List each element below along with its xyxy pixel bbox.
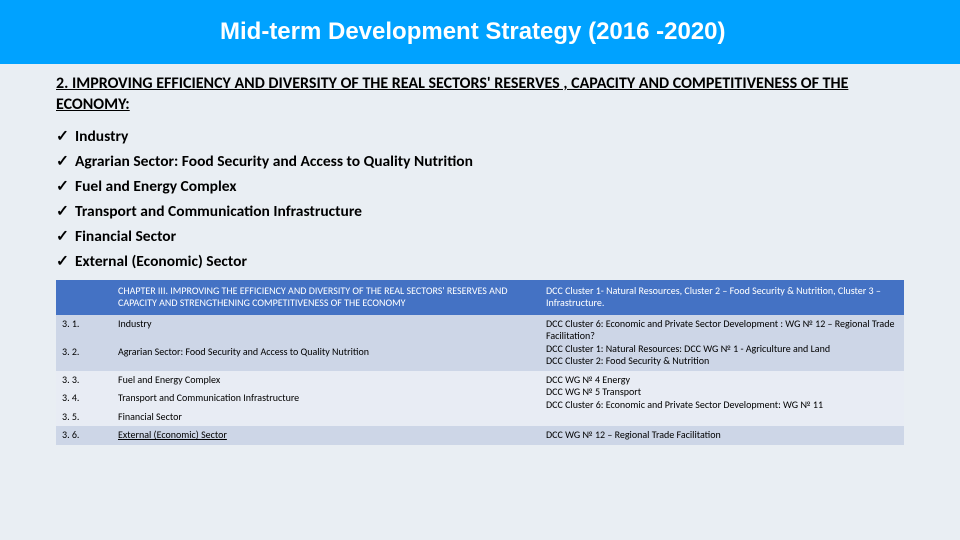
- table-header-cell: [56, 280, 112, 315]
- row-left: Transport and Communication Infrastructu…: [112, 389, 540, 408]
- table-row: 3. 3. Fuel and Energy Complex DCC WG № 4…: [56, 371, 904, 390]
- row-left: External (Economic) Sector: [112, 426, 540, 445]
- table-header-row: CHAPTER III. IMPROVING THE EFFICIENCY AN…: [56, 280, 904, 315]
- table-header-cell: DCC Cluster 1- Natural Resources, Cluste…: [540, 280, 904, 315]
- mapping-table: CHAPTER III. IMPROVING THE EFFICIENCY AN…: [56, 280, 904, 445]
- table-row: 3. 1. Industry DCC Cluster 6: Economic a…: [56, 315, 904, 343]
- row-number: 3. 1.: [56, 315, 112, 343]
- row-right: DCC WG № 4 Energy DCC WG № 5 Transport D…: [540, 371, 904, 427]
- checklist-item: External (Economic) Sector: [56, 249, 904, 274]
- checklist-item: Financial Sector: [56, 224, 904, 249]
- banner: Mid-term Development Strategy (2016 -202…: [0, 0, 960, 64]
- checklist-item: Agrarian Sector: Food Security and Acces…: [56, 149, 904, 174]
- row-right: DCC Cluster 6: Economic and Private Sect…: [540, 315, 904, 371]
- content-area: 2. IMPROVING EFFICIENCY AND DIVERSITY OF…: [0, 64, 960, 445]
- checklist-item: Transport and Communication Infrastructu…: [56, 199, 904, 224]
- section-heading: 2. IMPROVING EFFICIENCY AND DIVERSITY OF…: [56, 74, 904, 116]
- checklist-item: Fuel and Energy Complex: [56, 174, 904, 199]
- row-number: 3. 5.: [56, 408, 112, 427]
- row-number: 3. 6.: [56, 426, 112, 445]
- row-right: DCC WG № 12 – Regional Trade Facilitatio…: [540, 426, 904, 445]
- table-header-cell: CHAPTER III. IMPROVING THE EFFICIENCY AN…: [112, 280, 540, 315]
- page-title: Mid-term Development Strategy (2016 -202…: [220, 18, 726, 46]
- table-row: 3. 6. External (Economic) Sector DCC WG …: [56, 426, 904, 445]
- row-left: Agrarian Sector: Food Security and Acces…: [112, 343, 540, 371]
- checklist-item: Industry: [56, 124, 904, 149]
- checklist: Industry Agrarian Sector: Food Security …: [56, 124, 904, 274]
- row-number: 3. 4.: [56, 389, 112, 408]
- row-number: 3. 2.: [56, 343, 112, 371]
- row-left: Financial Sector: [112, 408, 540, 427]
- row-number: 3. 3.: [56, 371, 112, 390]
- row-left: Fuel and Energy Complex: [112, 371, 540, 390]
- row-left: Industry: [112, 315, 540, 343]
